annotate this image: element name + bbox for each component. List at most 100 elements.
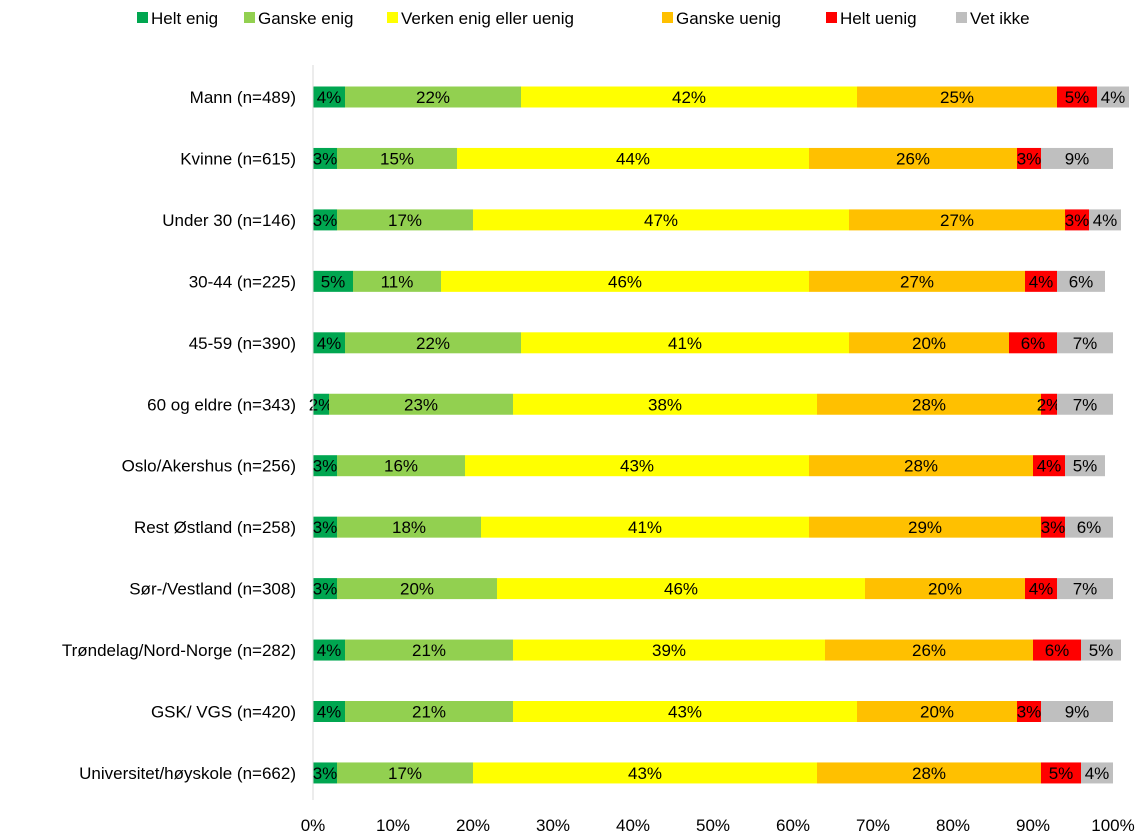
data-label: 20%	[912, 334, 946, 353]
category-label: Rest Østland (n=258)	[134, 518, 296, 537]
bar-segment	[1089, 209, 1121, 231]
bar-segment	[313, 147, 337, 169]
data-label: 3%	[313, 764, 338, 783]
bar-segment	[1017, 701, 1041, 722]
data-label: 3%	[1017, 703, 1042, 722]
data-label: 43%	[620, 457, 654, 476]
bar-segment	[1057, 578, 1113, 600]
data-label: 4%	[1029, 272, 1054, 291]
bar-row: Oslo/Akershus (n=256) 3% 16% 43% 28% 4% 5%	[122, 455, 1105, 477]
bar-segment	[849, 332, 1009, 354]
bar-segment	[1057, 393, 1113, 415]
data-label: 4%	[1037, 457, 1062, 476]
bar-segment	[817, 393, 1041, 415]
bar-segment	[337, 516, 481, 538]
data-label: 3%	[313, 211, 338, 230]
bar-segment	[473, 209, 849, 231]
x-tick-label: 40%	[616, 816, 650, 835]
data-label: 3%	[313, 149, 338, 168]
bar-segment	[345, 701, 513, 722]
bar-segment	[337, 455, 465, 477]
bar-segment	[849, 209, 1065, 231]
data-label: 4%	[1085, 764, 1110, 783]
bar-segment	[1057, 86, 1097, 108]
bar-segment	[1065, 516, 1113, 538]
legend-item: Helt uenig	[826, 9, 917, 28]
bar-segment	[1033, 639, 1081, 661]
bar-row: 30-44 (n=225) 5% 11% 46% 27% 4% 6%	[189, 270, 1105, 292]
category-label: 45-59 (n=390)	[189, 334, 296, 353]
x-tick-label: 60%	[776, 816, 810, 835]
data-label: 21%	[412, 703, 446, 722]
bar-row: Rest Østland (n=258) 3% 18% 41% 29% 3% 6%	[134, 516, 1113, 538]
bar-segment	[345, 639, 513, 661]
bar-segment	[337, 578, 497, 600]
data-label: 28%	[912, 764, 946, 783]
bar-segment	[521, 332, 849, 354]
bar-segment	[825, 639, 1033, 661]
category-label: Mann (n=489)	[190, 88, 296, 107]
data-label: 7%	[1073, 395, 1098, 414]
bar-segment	[313, 86, 345, 108]
bar-row: Mann (n=489) 4% 22% 42% 25% 5% 4%	[190, 86, 1129, 108]
data-label: 29%	[908, 518, 942, 537]
data-label: 17%	[388, 211, 422, 230]
legend-label: Ganske uenig	[676, 9, 781, 28]
data-label: 3%	[1041, 518, 1066, 537]
data-label: 6%	[1069, 272, 1094, 291]
legend-item: Verken enig eller uenig	[387, 9, 574, 28]
data-label: 7%	[1073, 580, 1098, 599]
data-label: 3%	[313, 457, 338, 476]
bar-segment	[1041, 516, 1065, 538]
x-tick-label: 0%	[301, 816, 326, 835]
data-label: 9%	[1065, 149, 1090, 168]
bar-segment	[1081, 762, 1113, 784]
data-label: 43%	[628, 764, 662, 783]
bar-segment	[465, 455, 809, 477]
data-label: 5%	[1073, 457, 1098, 476]
data-label: 46%	[608, 272, 642, 291]
data-label: 3%	[1017, 149, 1042, 168]
data-label: 46%	[664, 580, 698, 599]
bar-segment	[457, 147, 809, 169]
bar-segment	[353, 270, 441, 292]
bar-segment	[313, 762, 337, 784]
bar-row: GSK/ VGS (n=420) 4% 21% 43% 20% 3% 9%	[151, 701, 1113, 722]
category-label: Under 30 (n=146)	[162, 211, 296, 230]
data-label: 9%	[1065, 703, 1090, 722]
x-tick-label: 80%	[936, 816, 970, 835]
x-tick-label: 20%	[456, 816, 490, 835]
category-label: 60 og eldre (n=343)	[147, 395, 296, 414]
bar-segment	[337, 209, 473, 231]
bar-segment	[857, 86, 1057, 108]
data-label: 5%	[321, 272, 346, 291]
x-tick-label: 50%	[696, 816, 730, 835]
data-label: 11%	[381, 272, 414, 291]
data-label: 17%	[388, 764, 422, 783]
data-label: 2%	[309, 395, 334, 414]
bar-segment	[809, 270, 1025, 292]
x-tick-label: 10%	[376, 816, 410, 835]
bar-row: Under 30 (n=146) 3% 17% 47% 27% 3% 4%	[162, 209, 1121, 231]
data-label: 3%	[1065, 211, 1090, 230]
bar-segment	[1041, 701, 1113, 722]
legend-swatch	[956, 12, 967, 23]
category-label: Universitet/høyskole (n=662)	[79, 764, 296, 783]
bars: Mann (n=489) 4% 22% 42% 25% 5% 4% Kvinne (n=615…	[62, 86, 1129, 784]
legend-item: Ganske enig	[244, 9, 353, 28]
data-label: 28%	[912, 395, 946, 414]
bar-segment	[313, 393, 329, 415]
bar-segment	[1033, 455, 1065, 477]
data-label: 7%	[1073, 334, 1098, 353]
bar-segment	[441, 270, 809, 292]
legend: Helt enig Ganske enig Verken enig eller ue…	[137, 9, 1030, 28]
legend-item: Helt enig	[137, 9, 218, 28]
data-label: 27%	[900, 272, 934, 291]
data-label: 4%	[317, 334, 342, 353]
bar-segment	[345, 86, 521, 108]
bar-segment	[313, 639, 345, 661]
bar-segment	[329, 393, 513, 415]
data-label: 4%	[317, 641, 342, 660]
category-label: Sør-/Vestland (n=308)	[129, 580, 296, 599]
